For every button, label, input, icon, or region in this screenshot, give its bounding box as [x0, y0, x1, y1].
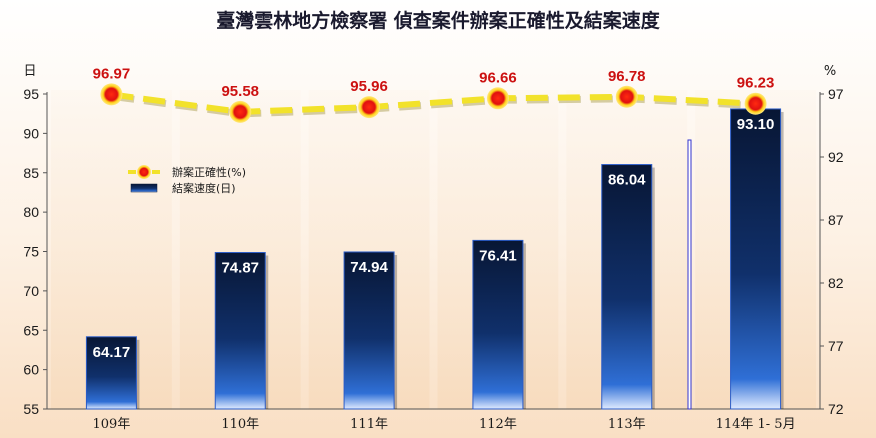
right-axis-ticks: 72 77 82 87 92 97 [820, 86, 844, 417]
line-point [358, 96, 381, 119]
line-point [615, 85, 638, 108]
bar-value-label: 86.04 [608, 172, 646, 189]
left-tick-label: 85 [23, 165, 39, 181]
left-tick-label: 55 [23, 401, 39, 417]
left-tick-label: 75 [23, 244, 39, 260]
legend-marker-swatch [137, 165, 151, 179]
right-tick-label: 72 [828, 401, 844, 417]
line-point [486, 87, 509, 110]
right-axis-unit: % [824, 64, 836, 79]
chart-title: 臺灣雲林地方檢察署 偵查案件辦案正確性及結案速度 [216, 9, 661, 32]
divider-marker [687, 139, 692, 410]
category-bands [51, 90, 816, 409]
line-series: 96.97 95.58 95.96 96.66 96.78 96.23 [93, 65, 775, 123]
right-tick-label: 97 [828, 86, 844, 102]
bar-value-label: 76.41 [479, 247, 517, 264]
right-tick-label: 87 [828, 212, 844, 228]
left-tick-label: 95 [23, 86, 39, 102]
bar [214, 252, 266, 410]
bar [601, 164, 653, 410]
category-labels: 109年 110年 111年 112年 113年 114年 1- 5月 [93, 417, 796, 432]
line-value-label: 96.66 [479, 69, 517, 86]
left-tick-label: 60 [23, 362, 39, 378]
right-tick-label: 82 [828, 275, 844, 291]
left-tick-label: 70 [23, 283, 39, 299]
legend-line-label: 辦案正確性(%) [172, 165, 246, 179]
line-value-label: 96.97 [93, 65, 131, 82]
bar-value-label: 74.87 [221, 260, 259, 277]
bar-value-label: 74.94 [350, 259, 388, 276]
left-tick-label: 65 [23, 322, 39, 338]
bar-value-label: 93.10 [737, 116, 775, 133]
left-axis-unit: 日 [23, 64, 36, 79]
line-value-label: 96.23 [737, 75, 775, 92]
bar-series: 64.17 74.87 74.94 76.41 86.04 93.10 [85, 108, 784, 410]
legend-bar-label: 結案速度(日) [172, 181, 236, 195]
legend: 辦案正確性(%) 結案速度(日) [128, 165, 246, 195]
line-point [100, 83, 123, 106]
line-value-label: 96.78 [608, 68, 646, 85]
legend-bar-swatch [130, 183, 158, 193]
bar-value-label: 64.17 [93, 344, 131, 361]
line-value-label: 95.96 [350, 78, 388, 95]
bar [472, 239, 524, 410]
line-value-label: 95.58 [221, 83, 259, 100]
left-tick-label: 90 [23, 125, 39, 141]
bar [730, 108, 782, 410]
category-label: 109年 [93, 417, 131, 432]
right-tick-label: 92 [828, 149, 844, 165]
line-path [111, 91, 756, 115]
line-point [744, 92, 767, 115]
category-label: 110年 [221, 417, 259, 432]
category-label: 111年 [350, 417, 388, 432]
left-axis-ticks: 55 60 65 70 75 80 85 90 95 [23, 86, 47, 417]
category-label: 113年 [608, 417, 646, 432]
bar [85, 336, 137, 410]
category-label: 112年 [479, 417, 517, 432]
right-tick-label: 77 [828, 338, 844, 354]
line-point [229, 100, 252, 123]
left-tick-label: 80 [23, 204, 39, 220]
bar [343, 251, 395, 410]
category-label: 114年 1- 5月 [716, 417, 796, 432]
